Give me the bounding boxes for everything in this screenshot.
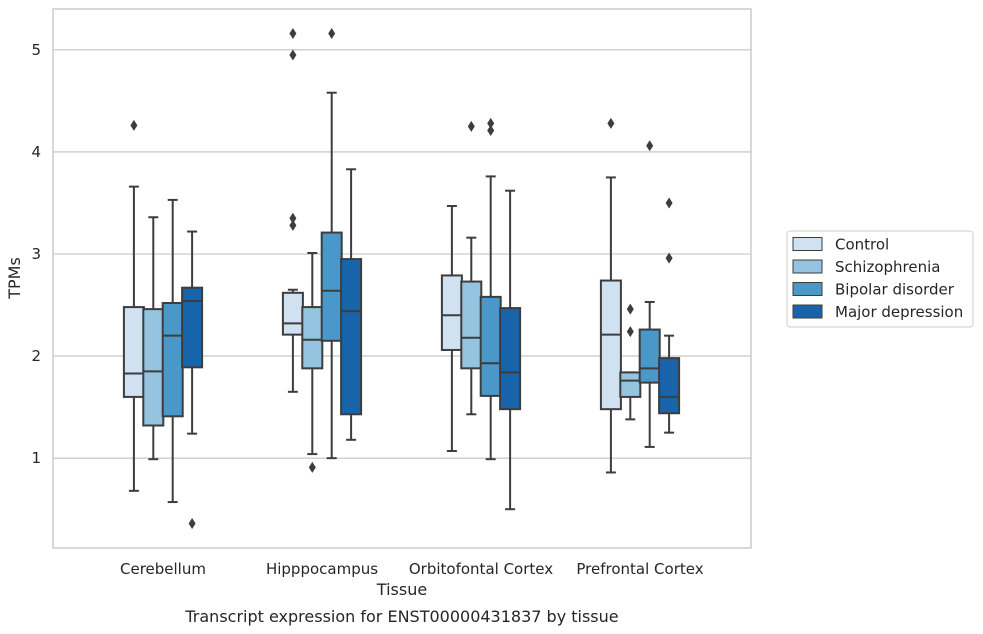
- box-iqr: [301, 306, 324, 370]
- box-control: [440, 205, 463, 453]
- box-major-depression: [499, 189, 522, 511]
- y-tick-1: 1: [31, 449, 41, 467]
- boxes-layer: [122, 28, 681, 529]
- outlier-point: [487, 117, 495, 129]
- box-major-depression: [340, 168, 363, 441]
- outlier-point: [188, 518, 196, 529]
- box-schizophrenia: [619, 303, 642, 421]
- y-tick-4: 4: [31, 143, 41, 161]
- legend: Control Schizophrenia Bipolar disorder Majo…: [786, 230, 974, 328]
- outlier-point: [646, 140, 654, 152]
- box-major-depression: [658, 197, 681, 434]
- box-iqr: [340, 258, 363, 416]
- legend-label: Bipolar disorder: [835, 281, 955, 299]
- x-tick-label: Orbitofontal Cortex: [409, 560, 553, 578]
- box-iqr: [658, 357, 681, 415]
- y-tick-3: 3: [31, 245, 41, 263]
- box-iqr: [599, 279, 622, 411]
- box-major-depression: [181, 230, 204, 529]
- outlier-point: [289, 49, 297, 61]
- x-tick-label: Hipppocampus: [266, 560, 378, 578]
- legend-label: Schizophrenia: [835, 258, 940, 276]
- outlier-point: [626, 326, 634, 338]
- box-iqr: [181, 286, 204, 369]
- legend-swatch: [792, 237, 823, 251]
- box-iqr: [281, 291, 304, 336]
- plot-area: [53, 9, 751, 548]
- box-bipolar-disorder: [638, 140, 661, 448]
- box-iqr: [638, 328, 661, 384]
- legend-swatch: [792, 282, 823, 296]
- legend-frame: [786, 230, 974, 328]
- x-tick-label: Cerebellum: [120, 560, 206, 578]
- box-iqr: [142, 308, 165, 427]
- box-control: [281, 28, 304, 393]
- outlier-point: [607, 117, 615, 129]
- y-axis-label: TPMs: [5, 257, 24, 300]
- outlier-point: [626, 303, 634, 315]
- legend-swatch: [792, 304, 823, 319]
- box-iqr: [122, 306, 145, 398]
- box-iqr: [619, 371, 642, 398]
- outlier-point: [130, 119, 138, 131]
- y-tick-5: 5: [31, 41, 41, 59]
- outlier-point: [289, 212, 297, 224]
- outlier-point: [665, 252, 673, 264]
- outlier-point: [467, 120, 475, 132]
- y-tick-labels: 1 2 3 4 5: [31, 41, 41, 467]
- y-tick-2: 2: [31, 347, 41, 365]
- box-schizophrenia: [460, 120, 483, 416]
- legend-label: Major depression: [835, 303, 963, 321]
- box-bipolar-disorder: [320, 28, 343, 460]
- box-iqr: [499, 307, 522, 411]
- box-control: [599, 117, 622, 474]
- outlier-point: [308, 461, 316, 473]
- legend-swatch: [792, 259, 823, 274]
- x-tick-label: Prefrontal Cortex: [576, 560, 703, 578]
- x-axis-label: Tissue: [376, 580, 427, 599]
- box-schizophrenia: [142, 216, 165, 461]
- outlier-point: [328, 28, 336, 39]
- legend-items: Control Schizophrenia Bipolar disorder Majo…: [792, 236, 963, 321]
- box-iqr: [440, 274, 463, 351]
- outlier-point: [487, 124, 495, 136]
- outlier-point: [289, 28, 297, 39]
- box-iqr: [320, 231, 343, 342]
- outlier-point: [289, 219, 297, 231]
- box-iqr: [479, 295, 502, 397]
- outlier-point: [665, 197, 673, 209]
- box-iqr: [460, 280, 483, 370]
- legend-label: Control: [835, 236, 889, 254]
- box-iqr: [161, 302, 184, 418]
- x-tick-labels: Cerebellum Hipppocampus Orbitofontal Corte…: [120, 560, 704, 578]
- figure-caption: Transcript expression for ENST0000043183…: [184, 607, 618, 626]
- plot-frame: [52, 8, 752, 549]
